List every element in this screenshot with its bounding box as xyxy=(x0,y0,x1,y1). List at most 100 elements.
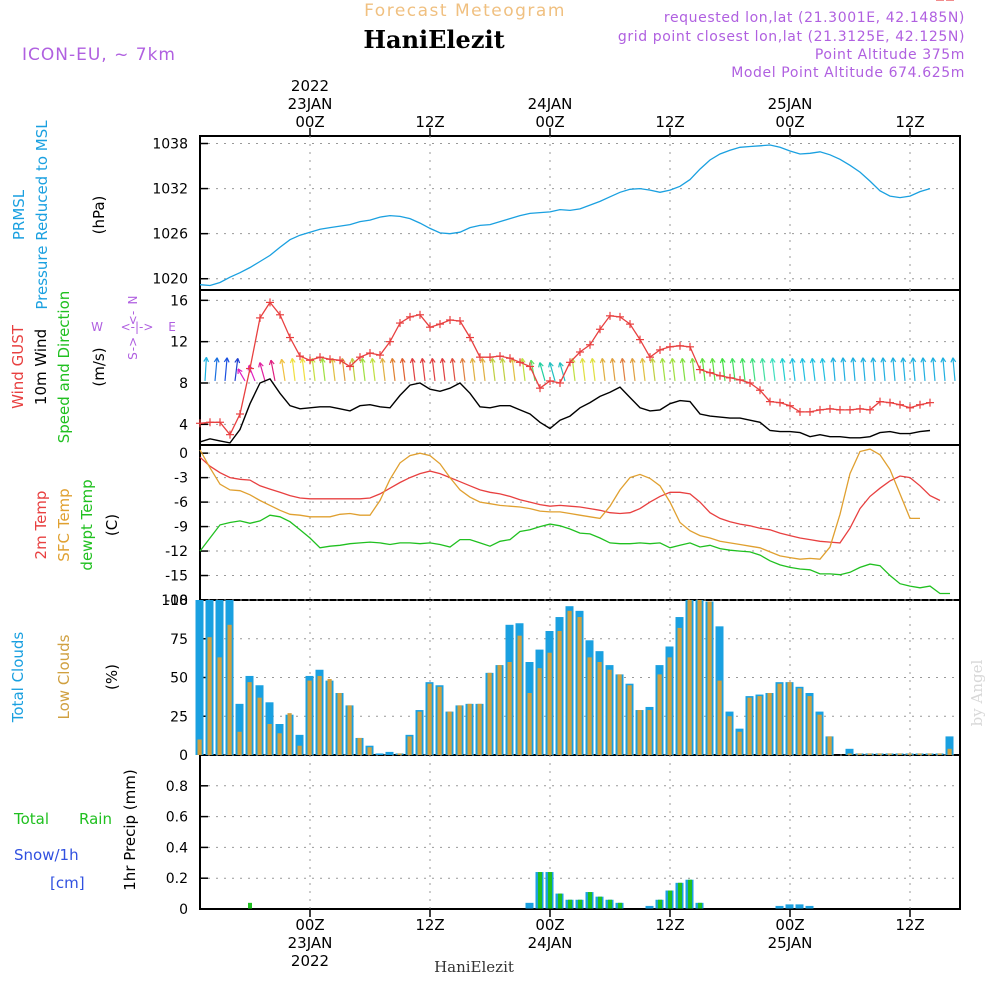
total-cloud-bar xyxy=(945,736,954,755)
wind-barb-head xyxy=(649,358,653,364)
wind-barb-head xyxy=(761,358,766,363)
low-cloud-bar xyxy=(427,683,432,755)
wind-barb xyxy=(371,358,376,382)
low-cloud-bar xyxy=(237,731,242,755)
wind-barb-head xyxy=(942,357,947,363)
rain-bar xyxy=(578,899,582,909)
wind-barb-head xyxy=(379,358,383,364)
wind-barb-head xyxy=(501,358,506,363)
wind-barb xyxy=(942,357,946,381)
compass-n-arrow: <- xyxy=(126,311,140,325)
wind-barb-head xyxy=(369,358,373,364)
wind-barb-head xyxy=(441,358,446,363)
low-cloud-bar xyxy=(467,703,472,755)
wind-barb xyxy=(441,358,446,382)
wind-barb-head xyxy=(289,358,293,364)
low-cloud-bar xyxy=(417,711,422,755)
rain-bar xyxy=(558,893,562,909)
ytick-label: 12 xyxy=(170,335,188,351)
compass-s: S xyxy=(126,352,140,360)
wind-barb-head xyxy=(629,358,633,364)
rain-bar xyxy=(678,882,682,909)
wind-barb-head xyxy=(809,358,813,364)
wind-barb-head xyxy=(900,357,904,363)
wind-barb-head xyxy=(739,358,743,364)
bottom-time-label: 12Z xyxy=(895,916,924,934)
wind-barb xyxy=(301,358,306,382)
wind-barb xyxy=(401,358,406,382)
pressure-line xyxy=(199,144,931,287)
wind-barb-head xyxy=(741,358,746,363)
wind-barb-head xyxy=(449,358,453,364)
wind-barb-head xyxy=(319,358,323,364)
low-cloud-bar xyxy=(407,736,412,755)
gust-label: Wind GUST xyxy=(9,324,27,409)
wind-barb xyxy=(832,357,836,381)
wind-barb-head xyxy=(234,358,239,363)
footer-name: HaniElezit xyxy=(434,958,514,976)
wind-barb-head xyxy=(631,358,636,363)
wind-barb-head xyxy=(779,358,783,364)
wind-barb-head xyxy=(521,358,526,363)
ytick-label: 0.8 xyxy=(166,779,188,795)
wind-barb xyxy=(711,358,716,382)
wind-barb-head xyxy=(870,357,874,363)
wind-barb-head xyxy=(729,358,733,364)
wind-barb-head xyxy=(799,358,803,364)
wind-barb-head xyxy=(559,362,564,367)
total-precip-bar xyxy=(525,902,534,909)
wind-barb-head xyxy=(401,358,406,363)
low-cloud-bar xyxy=(267,724,272,755)
low-cloud-bar xyxy=(767,693,772,755)
wind-barb-head xyxy=(641,358,646,363)
rain-bar xyxy=(608,899,612,909)
wind-barb xyxy=(651,358,656,382)
wind10m-line xyxy=(199,378,931,444)
low-cloud-bar xyxy=(577,617,582,755)
low-cloud-bar xyxy=(857,753,862,755)
wind-barb xyxy=(621,358,626,382)
low-cloud-bar xyxy=(657,674,662,755)
ytick-label: 16 xyxy=(170,293,188,309)
wind-barb-head xyxy=(731,358,736,363)
wind-barb-head xyxy=(371,358,376,363)
wind-barb-head xyxy=(361,358,366,363)
wind-barb-head xyxy=(548,362,551,368)
total-cloud-bar xyxy=(385,751,394,755)
wind-barb xyxy=(331,358,336,382)
total-label: Total xyxy=(13,810,49,828)
ytick-label: 0.6 xyxy=(166,810,188,826)
bottom-time-label: 00Z xyxy=(775,916,804,934)
wind-barb-head xyxy=(549,362,554,367)
wind-barb-head xyxy=(910,357,914,363)
wind-barb-head xyxy=(892,357,897,363)
wind-barb-head xyxy=(409,358,413,364)
wind-barb-head xyxy=(258,362,261,368)
wind-barb-head xyxy=(872,357,877,363)
total-clouds-label: Total Clouds xyxy=(9,632,27,724)
dewpt-line xyxy=(199,514,950,595)
top-date-label: 25JAN xyxy=(768,95,813,113)
wind-barb xyxy=(671,358,676,382)
wind-barb-head xyxy=(691,358,696,363)
low-cloud-bar xyxy=(797,688,802,755)
low-cloud-bar xyxy=(557,631,562,755)
bottom-time-label: 12Z xyxy=(655,916,684,934)
wind-barb xyxy=(681,358,686,382)
plots: 1020 1026 1032 1038 4 8 12 16 0 -3 -6 -9 -12 -15 -18 0 2… xyxy=(152,0,960,918)
ytick-label: 25 xyxy=(170,709,188,725)
low-cloud-bar xyxy=(727,716,732,755)
compass-n: N xyxy=(126,296,140,305)
wind-barb-head xyxy=(479,358,483,364)
low-cloud-bar xyxy=(917,753,922,755)
low-cloud-bar xyxy=(747,697,752,755)
low-cloud-bar xyxy=(497,665,502,755)
wind-barb-head xyxy=(659,358,663,364)
top-time-label: 12Z xyxy=(895,113,924,131)
low-cloud-bar xyxy=(847,753,852,755)
wind-barb xyxy=(291,358,296,382)
low-cloud-bar xyxy=(897,753,902,755)
wind-barb-head xyxy=(930,357,934,363)
rain-bar xyxy=(698,902,702,909)
dewpt-label: dewpt Temp xyxy=(78,479,96,570)
